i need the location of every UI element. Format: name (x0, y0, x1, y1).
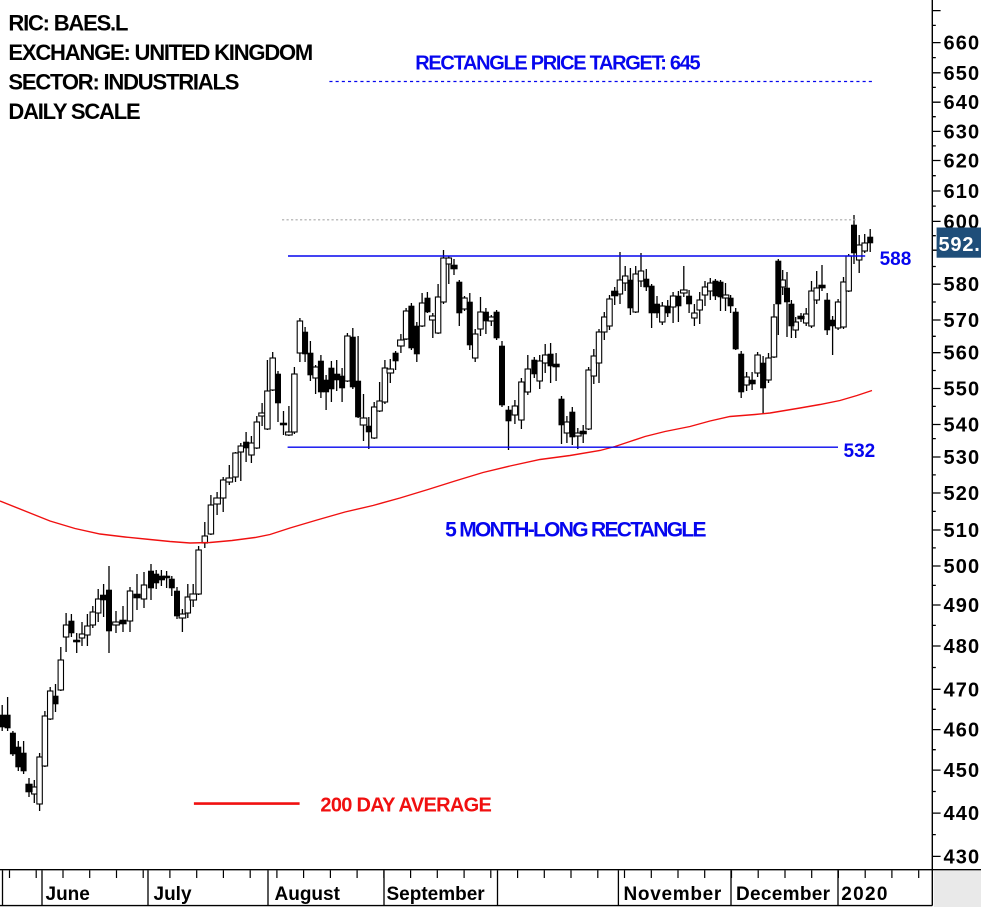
svg-text:540: 540 (944, 415, 981, 437)
svg-text:2020: 2020 (841, 884, 888, 905)
svg-text:550: 550 (944, 379, 981, 401)
svg-text:570: 570 (944, 310, 981, 332)
svg-text:August: August (275, 884, 341, 905)
svg-text:620: 620 (944, 151, 981, 173)
svg-text:July: July (154, 884, 192, 905)
svg-text:660: 660 (944, 33, 981, 55)
svg-text:560: 560 (944, 343, 981, 365)
svg-text:520: 520 (944, 483, 981, 505)
svg-text:530: 530 (944, 447, 981, 469)
svg-text:500: 500 (944, 556, 981, 578)
svg-text:June: June (46, 884, 90, 905)
svg-text:EXCHANGE: UNITED KINGDOM: EXCHANGE: UNITED KINGDOM (8, 40, 312, 65)
svg-text:510: 510 (944, 520, 981, 542)
svg-text:580: 580 (944, 274, 981, 296)
svg-text:450: 450 (944, 760, 981, 782)
svg-text:430: 430 (944, 846, 981, 868)
svg-text:610: 610 (944, 181, 981, 203)
svg-text:September: September (387, 884, 486, 905)
svg-text:RECTANGLE PRICE TARGET: 645: RECTANGLE PRICE TARGET: 645 (415, 52, 700, 74)
svg-text:532: 532 (844, 441, 876, 462)
svg-text:588: 588 (880, 249, 912, 270)
svg-text:SECTOR: INDUSTRIALS: SECTOR: INDUSTRIALS (8, 69, 238, 94)
svg-text:November: November (624, 884, 723, 905)
svg-text:460: 460 (944, 720, 981, 742)
svg-text:RIC: BAES.L: RIC: BAES.L (8, 10, 128, 35)
svg-text:640: 640 (944, 92, 981, 114)
svg-text:440: 440 (944, 803, 981, 825)
svg-text:650: 650 (944, 63, 981, 85)
svg-text:200 DAY AVERAGE: 200 DAY AVERAGE (320, 795, 491, 817)
svg-text:630: 630 (944, 121, 981, 143)
svg-text:490: 490 (944, 595, 981, 617)
svg-text:December: December (736, 884, 831, 905)
svg-text:480: 480 (944, 636, 981, 658)
svg-text:DAILY SCALE: DAILY SCALE (8, 99, 140, 124)
svg-text:592.: 592. (939, 234, 981, 256)
svg-text:470: 470 (944, 679, 981, 701)
svg-text:5 MONTH-LONG RECTANGLE: 5 MONTH-LONG RECTANGLE (445, 519, 706, 542)
